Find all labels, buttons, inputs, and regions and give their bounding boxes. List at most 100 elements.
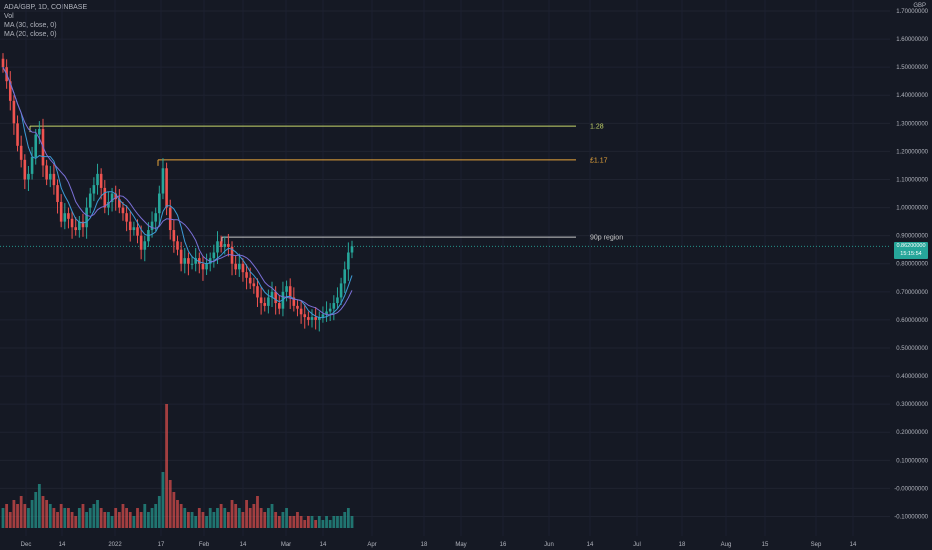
y-tick-label: 1.20000000	[896, 149, 928, 155]
volume-bar	[12, 500, 16, 528]
y-tick-label: -0.10000000	[894, 514, 928, 520]
volume-bar	[201, 512, 205, 528]
x-tick-label: Apr	[367, 542, 376, 548]
candle-body	[270, 291, 274, 298]
volume-bar	[230, 500, 234, 528]
candle-body	[256, 286, 259, 298]
legend-vol[interactable]: Vol	[4, 13, 14, 20]
ma30-line	[2, 66, 353, 316]
candle-body	[325, 311, 328, 315]
candle-body	[150, 221, 154, 231]
volume-bar	[103, 512, 107, 528]
candle-body	[179, 249, 183, 264]
candle-body	[125, 213, 128, 222]
candle-body	[52, 173, 56, 186]
x-grid	[25, 0, 854, 536]
candle-body	[212, 252, 216, 259]
candle-body	[321, 314, 325, 318]
volume-bar	[52, 508, 56, 528]
candle-body	[45, 165, 48, 180]
volume-bar	[346, 508, 350, 528]
candle-body	[96, 173, 99, 186]
x-tick-label: Aug	[721, 542, 732, 548]
volume-bar	[266, 508, 270, 528]
volume-bar	[314, 520, 318, 528]
volume-bar	[325, 516, 328, 528]
candle-body	[238, 263, 241, 270]
x-tick-label: 2022	[108, 542, 122, 548]
volume-bar	[306, 516, 310, 528]
y-tick-label: 0.40000000	[896, 374, 928, 380]
candle-body	[328, 308, 332, 312]
volume-bar	[154, 504, 158, 528]
candle-body	[8, 81, 12, 101]
volume-bar	[110, 516, 114, 528]
candle-body	[310, 317, 314, 320]
y-tick-label: 0.10000000	[896, 458, 928, 464]
candle-body	[219, 241, 223, 247]
legend-ma20[interactable]: MA (20, close, 0)	[4, 31, 57, 38]
x-tick-label: 14	[59, 542, 66, 548]
candle-body	[139, 235, 143, 250]
volume-bar	[285, 508, 288, 528]
volume-bar	[281, 512, 285, 528]
y-tick-label: 1.30000000	[896, 121, 928, 127]
volume-bar	[219, 504, 223, 528]
x-axis-ticks: Dec 14 2022 17 Feb 14 Mar 14 Apr 18 May 16 Jun 14 Jul 1…	[21, 542, 857, 548]
y-tick-label: 0.90000000	[896, 234, 928, 240]
volume-bar	[248, 508, 252, 528]
volume-bar	[48, 504, 52, 528]
candle-body	[194, 258, 197, 264]
volume-bar	[332, 516, 336, 528]
volume-bar	[161, 472, 165, 528]
candle-body	[19, 145, 23, 160]
candle-body	[136, 227, 139, 236]
candle-body	[332, 303, 336, 309]
currency-label[interactable]: GBP	[913, 3, 926, 9]
volume-bar	[165, 404, 168, 528]
x-tick-label: May	[455, 542, 466, 548]
candle-body	[132, 227, 136, 231]
x-tick-label: 18	[679, 542, 686, 548]
candle-body	[143, 241, 147, 250]
legend-ma30[interactable]: MA (30, close, 0)	[4, 22, 57, 29]
candle-body	[38, 128, 41, 135]
volume-bar	[117, 512, 121, 528]
chart-legend: ADA/GBP, 1D, COINBASE Vol MA (30, close,…	[4, 3, 87, 39]
candle-body	[78, 221, 81, 231]
volume-bar	[223, 508, 227, 528]
candle-body	[176, 241, 179, 250]
volume-bar	[270, 504, 274, 528]
candle-body	[216, 241, 219, 253]
x-tick-label: 18	[421, 542, 428, 548]
candle-body	[23, 159, 27, 180]
volume-bar	[245, 500, 248, 528]
legend-symbol[interactable]: ADA/GBP, 1D, COINBASE	[4, 4, 88, 11]
volume-bar	[288, 516, 292, 528]
y-grid	[0, 10, 890, 517]
volume-bar	[92, 504, 96, 528]
volume-bar	[30, 500, 34, 528]
y-tick-label: 0.50000000	[896, 346, 928, 352]
x-tick-label: Sep	[811, 542, 822, 548]
volume-bar	[121, 504, 125, 528]
candle-body	[248, 277, 252, 284]
volume-bar	[139, 512, 143, 528]
volume-bar	[56, 512, 59, 528]
candle-body	[27, 173, 30, 180]
candle-body	[227, 244, 230, 247]
level-label: 90p region	[590, 235, 623, 242]
candle-body	[263, 303, 267, 306]
candle-body	[292, 297, 296, 306]
y-tick-label: 1.00000000	[896, 206, 928, 212]
x-tick-label: 14	[850, 542, 857, 548]
candle-body	[121, 207, 125, 214]
candle-body	[63, 213, 67, 222]
volume-bar	[74, 516, 78, 528]
level-label: £1.17	[590, 157, 608, 164]
candle-body	[12, 100, 16, 124]
candle-body	[336, 297, 339, 304]
candle-body	[118, 199, 121, 208]
volume-bar	[343, 512, 347, 528]
